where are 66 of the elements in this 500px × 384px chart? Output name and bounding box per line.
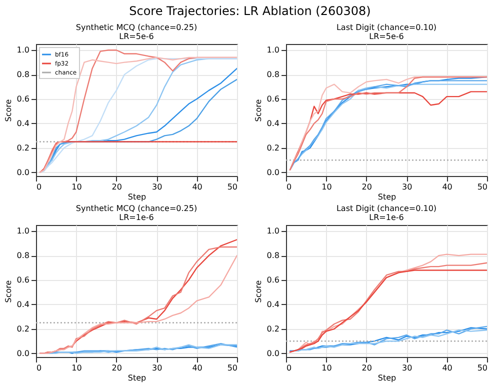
- y-tick-label: 0.0: [266, 348, 280, 358]
- y-tick-label: 1.0: [266, 226, 280, 236]
- y-tick-label: 0.0: [266, 168, 280, 177]
- x-tick-label: 20: [112, 182, 122, 192]
- x-tick-label: 0: [286, 182, 292, 192]
- y-tick-label: 1.0: [16, 226, 30, 236]
- y-tick-label: 0.6: [16, 94, 30, 104]
- x-tick-label: 40: [192, 182, 202, 192]
- y-tick-label: 0.4: [16, 118, 30, 128]
- x-tick-label: 40: [192, 364, 202, 372]
- x-axis-title: Step: [128, 374, 146, 382]
- y-tick-label: 1.0: [266, 46, 280, 55]
- x-axis-title: Step: [378, 374, 396, 382]
- y-tick-label: 0.2: [266, 324, 280, 334]
- x-tick-label: 10: [322, 364, 332, 372]
- y-tick-label: 1.0: [16, 46, 30, 55]
- x-tick-label: 0: [36, 364, 42, 372]
- x-tick-label: 50: [477, 364, 488, 372]
- y-tick-label: 0.6: [16, 276, 30, 284]
- text: Score Trajectories: LR Ablation (260308): [128, 3, 372, 20]
- y-tick-label: 0.0: [16, 348, 30, 358]
- y-tick-label: 0.4: [266, 300, 280, 309]
- x-tick-label: 10: [322, 182, 332, 192]
- y-tick-label: 0.8: [266, 70, 280, 80]
- x-tick-label: 30: [402, 182, 412, 192]
- y-tick-label: 0.0: [16, 168, 30, 177]
- x-tick-label: 10: [72, 364, 82, 372]
- y-axis-title: Score: [4, 280, 13, 303]
- y-axis-title: Score: [254, 99, 263, 122]
- x-tick-label: 50: [227, 182, 238, 192]
- chart-title: Last Digit (chance=0.10): [336, 204, 437, 213]
- y-tick-label: 0.6: [266, 94, 280, 104]
- y-tick-label: 0.2: [266, 143, 280, 152]
- x-axis-title: Step: [378, 192, 396, 202]
- x-tick-label: 30: [402, 364, 412, 372]
- x-tick-label: 20: [112, 364, 122, 372]
- chart-subtitle: LR=5e-6: [119, 32, 154, 41]
- y-tick-label: 0.8: [16, 251, 30, 260]
- chart-subtitle: LR=1e-6: [119, 213, 154, 222]
- y-tick-label: 0.4: [16, 300, 30, 309]
- x-tick-label: 30: [152, 182, 162, 192]
- y-tick-label: 0.4: [266, 118, 280, 128]
- chart-title: Synthetic MCQ (chance=0.25): [76, 204, 198, 213]
- x-tick-label: 50: [227, 364, 238, 372]
- chart-subtitle: LR=5e-6: [369, 32, 404, 41]
- y-tick-label: 0.8: [266, 251, 280, 260]
- y-tick-label: 0.2: [16, 324, 30, 334]
- x-tick-label: 50: [477, 182, 488, 192]
- chart-title: Synthetic MCQ (chance=0.25): [76, 23, 198, 32]
- x-tick-label: 20: [362, 182, 372, 192]
- chart-subtitle: LR=1e-6: [369, 213, 404, 222]
- x-tick-label: 20: [362, 364, 372, 372]
- x-tick-label: 0: [36, 182, 42, 192]
- y-tick-label: 0.6: [266, 276, 280, 284]
- x-tick-label: 40: [442, 364, 452, 372]
- chart-title: Last Digit (chance=0.10): [336, 23, 437, 32]
- y-axis-title: Score: [254, 280, 263, 303]
- y-tick-label: 0.2: [16, 143, 30, 152]
- x-axis-title: Step: [128, 192, 146, 202]
- x-tick-label: 0: [286, 364, 292, 372]
- x-tick-label: 30: [152, 364, 162, 372]
- y-tick-label: 0.8: [16, 70, 30, 80]
- x-tick-label: 10: [72, 182, 82, 192]
- line-series: [39, 141, 237, 173]
- y-axis-title: Score: [4, 99, 13, 122]
- x-tick-label: 40: [442, 182, 452, 192]
